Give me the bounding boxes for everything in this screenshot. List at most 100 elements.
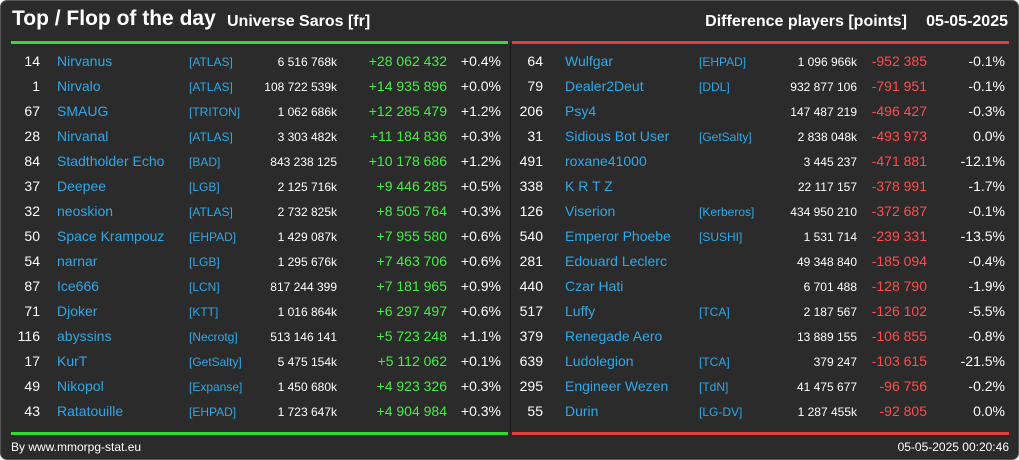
points-difference: -128 790	[871, 278, 927, 294]
alliance-tag-link[interactable]: [LGB]	[189, 255, 220, 269]
player-name-link[interactable]: Space Krampouz	[57, 228, 165, 244]
player-name-link[interactable]: Stadtholder Echo	[57, 153, 165, 169]
top-row: 14 Nirvanus [ATLAS] 6 516 768k +28 062 432 +0…	[1, 49, 506, 74]
top-row: 54 narnar [LGB] 1 295 676k +7 463 706 +0.6%	[1, 249, 506, 274]
player-name-link[interactable]: Wulfgar	[565, 53, 613, 69]
player-points: 379 247	[813, 355, 857, 369]
player-rank: 67	[24, 103, 40, 119]
player-points: 22 117 157	[797, 180, 857, 194]
player-points: 2 187 567	[803, 305, 857, 319]
percent-change: +0.4%	[460, 53, 501, 69]
player-name-link[interactable]: Viserion	[565, 203, 616, 219]
points-difference: -96 756	[879, 378, 927, 394]
player-points: 2 125 716k	[277, 180, 337, 194]
player-name-link[interactable]: roxane41000	[565, 153, 647, 169]
player-name-link[interactable]: narnar	[57, 253, 98, 269]
player-name-link[interactable]: Luffy	[565, 303, 596, 319]
player-rank: 281	[519, 253, 543, 269]
alliance-tag-link[interactable]: [BAD]	[189, 155, 221, 169]
points-difference: -103 615	[871, 353, 927, 369]
alliance-tag-link[interactable]: [TdN]	[699, 380, 729, 394]
alliance-tag-link[interactable]: [Necrotg]	[189, 330, 238, 344]
player-name-link[interactable]: Edouard Leclerc	[565, 253, 667, 269]
player-name-link[interactable]: Djoker	[57, 303, 98, 319]
percent-change: -1.7%	[968, 178, 1005, 194]
alliance-tag-link[interactable]: [TRITON]	[189, 105, 241, 119]
alliance-tag-link[interactable]: [SUSHI]	[699, 230, 743, 244]
player-name-link[interactable]: Sidious Bot User	[565, 128, 670, 144]
alliance-tag-link[interactable]: [EHPAD]	[699, 55, 747, 69]
player-name-link[interactable]: Engineer Wezen	[565, 378, 669, 394]
alliance-tag-link[interactable]: [EHPAD]	[189, 230, 237, 244]
alliance-tag-link[interactable]: [ATLAS]	[189, 55, 233, 69]
percent-change: +0.3%	[460, 203, 501, 219]
player-name-link[interactable]: K R T Z	[565, 178, 613, 194]
player-name-link[interactable]: Ludolegion	[565, 353, 634, 369]
credit-link[interactable]: By www.mmorpg-stat.eu	[11, 440, 142, 454]
player-name-link[interactable]: KurT	[57, 353, 88, 369]
player-name-link[interactable]: Nikopol	[57, 378, 104, 394]
flop-header-bar	[512, 41, 1009, 44]
alliance-tag-link[interactable]: [EHPAD]	[189, 405, 237, 419]
alliance-tag-link[interactable]: [KTT]	[189, 305, 219, 319]
percent-change: 0.0%	[973, 128, 1005, 144]
percent-change: -0.1%	[968, 78, 1005, 94]
alliance-tag-link[interactable]: [ATLAS]	[189, 130, 233, 144]
player-name-link[interactable]: abyssins	[57, 328, 112, 344]
alliance-tag-link[interactable]: [Expanse]	[189, 380, 243, 394]
player-name-link[interactable]: neoskion	[57, 203, 114, 219]
points-difference: -471 881	[871, 153, 927, 169]
player-rank: 71	[24, 303, 40, 319]
alliance-tag-link[interactable]: [GetSalty]	[699, 130, 752, 144]
top-row: 71 Djoker [KTT] 1 016 864k +6 297 497 +0.6%	[1, 299, 506, 324]
flop-row: 31 Sidious Bot User [GetSalty] 2 838 048k -4…	[503, 124, 1008, 149]
player-name-link[interactable]: Emperor Phoebe	[565, 228, 671, 244]
player-name-link[interactable]: SMAUG	[57, 103, 109, 119]
top-header-bar	[11, 41, 508, 44]
player-name-link[interactable]: Durin	[565, 403, 599, 419]
alliance-tag-link[interactable]: [ATLAS]	[189, 80, 233, 94]
player-name-link[interactable]: Ratatouille	[57, 403, 124, 419]
percent-change: +0.3%	[460, 378, 501, 394]
points-difference: -92 805	[879, 403, 927, 419]
alliance-tag-link[interactable]: [LG-DV]	[699, 405, 743, 419]
alliance-tag-link[interactable]: [TCA]	[699, 355, 730, 369]
percent-change: -0.3%	[968, 103, 1005, 119]
points-difference: -496 427	[871, 103, 927, 119]
alliance-tag-link[interactable]: [DDL]	[699, 80, 730, 94]
player-name-link[interactable]: Renegade Aero	[565, 328, 663, 344]
player-name-link[interactable]: Nirvanal	[57, 128, 109, 144]
player-name-link[interactable]: Psy4	[565, 103, 597, 119]
top-row: 37 Deepee [LGB] 2 125 716k +9 446 285 +0.5%	[1, 174, 506, 199]
points-difference: +6 297 497	[376, 303, 447, 319]
player-name-link[interactable]: Dealer2Deut	[565, 78, 644, 94]
player-points: 1 429 087k	[277, 230, 337, 244]
points-difference: +14 935 896	[368, 78, 447, 94]
player-points: 1 096 966k	[797, 55, 857, 69]
alliance-tag-link[interactable]: [LGB]	[189, 180, 220, 194]
player-points: 1 295 676k	[277, 255, 337, 269]
alliance-tag-link[interactable]: [TCA]	[699, 305, 730, 319]
flop-row: 79 Dealer2Deut [DDL] 932 877 106 -791 951 -0.…	[503, 74, 1008, 99]
player-rank: 491	[519, 153, 543, 169]
player-name-link[interactable]: Nirvalo	[57, 78, 101, 94]
points-difference: -952 385	[871, 53, 927, 69]
player-name-link[interactable]: Czar Hati	[565, 278, 624, 294]
points-difference: -378 991	[871, 178, 927, 194]
points-difference: +7 955 580	[376, 228, 447, 244]
alliance-tag-link[interactable]: [GetSalty]	[189, 355, 242, 369]
column-divider	[510, 43, 511, 432]
player-points: 1 062 686k	[277, 105, 337, 119]
alliance-tag-link[interactable]: [LCN]	[189, 280, 220, 294]
player-rank: 43	[24, 403, 40, 419]
alliance-tag-link[interactable]: [Kerberos]	[699, 205, 755, 219]
player-points: 1 723 647k	[277, 405, 337, 419]
player-name-link[interactable]: Nirvanus	[57, 53, 113, 69]
alliance-tag-link[interactable]: [ATLAS]	[189, 205, 233, 219]
player-rank: 79	[527, 78, 543, 94]
player-name-link[interactable]: Deepee	[57, 178, 107, 194]
player-name-link[interactable]: Ice666	[57, 278, 100, 294]
player-points: 1 287 455k	[797, 405, 857, 419]
flop-row: 126 Viserion [Kerberos] 434 950 210 -372 687…	[503, 199, 1008, 224]
